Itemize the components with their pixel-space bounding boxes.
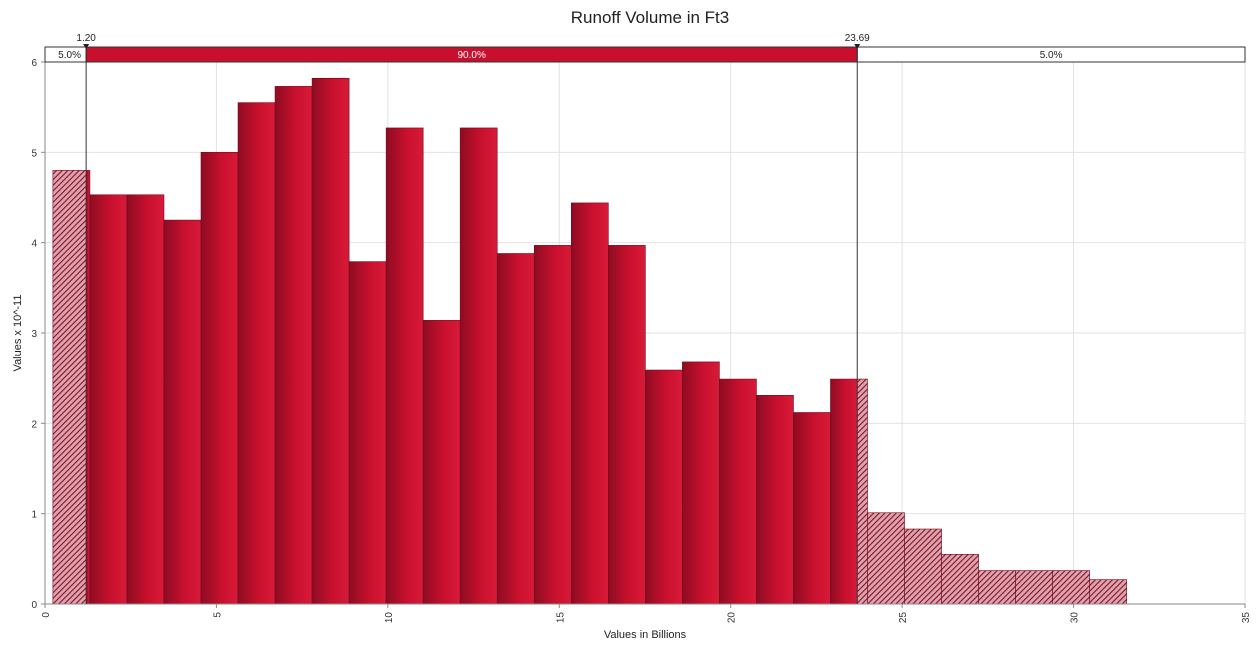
histogram-bar (571, 202, 609, 605)
x-axis-label: Values in Billions (604, 629, 687, 641)
delimiter-left-value: 1.20 (76, 33, 96, 44)
x-tick-label: 0 (41, 612, 52, 618)
histogram-bar-tail (1089, 579, 1127, 604)
delimiter-right-percent: 5.0% (1040, 50, 1063, 61)
x-tick-label: 10 (384, 612, 395, 624)
histogram-bar (719, 379, 757, 604)
histogram-bar (423, 320, 461, 604)
histogram-bar (608, 245, 646, 605)
histogram-bar (312, 78, 350, 604)
histogram-bar (682, 361, 720, 604)
histogram-bar-tail (867, 512, 905, 604)
chart-title: Runoff Volume in Ft3 (570, 8, 730, 27)
histogram-bar (89, 194, 127, 605)
y-axis-label: Values x 10^-11 (12, 295, 24, 372)
delimiter-right-marker[interactable] (854, 44, 861, 49)
histogram-bar (238, 102, 276, 605)
histogram-bar-tail (857, 379, 868, 604)
y-tick-label: 1 (31, 510, 37, 521)
histogram-bar (756, 395, 794, 604)
x-tick-label: 30 (1070, 612, 1081, 624)
histogram-bar (534, 245, 572, 605)
x-tick-label: 15 (555, 612, 566, 624)
histogram-bar-tail (1052, 570, 1090, 604)
y-tick-label: 4 (31, 239, 37, 250)
y-tick-label: 5 (31, 148, 37, 159)
y-tick-labels: 0 1 2 3 4 5 6 (31, 58, 45, 611)
delimiter-band: 5.0% 90.0% 5.0% 1.20 23.69 (44, 33, 1246, 604)
histogram-bar (86, 170, 90, 604)
x-tick-label: 5 (212, 612, 223, 618)
histogram-bar (349, 261, 387, 604)
histogram-bar (126, 194, 164, 605)
y-tick-label: 0 (31, 600, 37, 611)
histogram-bar (830, 379, 858, 604)
histogram-bar (201, 152, 239, 605)
x-tick-label: 20 (727, 612, 738, 624)
histogram-bar-tail (1015, 570, 1053, 604)
y-tick-label: 2 (31, 419, 37, 430)
histogram-bar-tail (904, 529, 942, 604)
delimiter-right-value: 23.69 (845, 33, 870, 44)
histogram-bar (793, 412, 831, 604)
y-tick-label: 3 (31, 329, 37, 340)
histogram-bar (163, 220, 201, 605)
histogram-bars (52, 77, 1128, 605)
histogram-bar (275, 86, 313, 604)
delimiter-left-percent: 5.0% (58, 50, 81, 61)
x-tick-label: 25 (898, 612, 909, 624)
histogram-bar (645, 370, 683, 604)
x-tick-labels: 0 5 10 15 20 25 30 35 (41, 604, 1252, 623)
histogram-bar (460, 127, 498, 605)
y-tick-label: 6 (31, 58, 37, 69)
histogram-bar (386, 127, 424, 605)
delimiter-left-marker[interactable] (83, 44, 90, 49)
histogram-bar-tail (52, 170, 87, 604)
x-tick-label: 35 (1241, 612, 1252, 624)
delimiter-middle-percent: 90.0% (458, 50, 486, 61)
histogram-bar-tail (978, 570, 1016, 604)
histogram-bar-tail (941, 554, 979, 604)
histogram-bar (497, 253, 535, 605)
